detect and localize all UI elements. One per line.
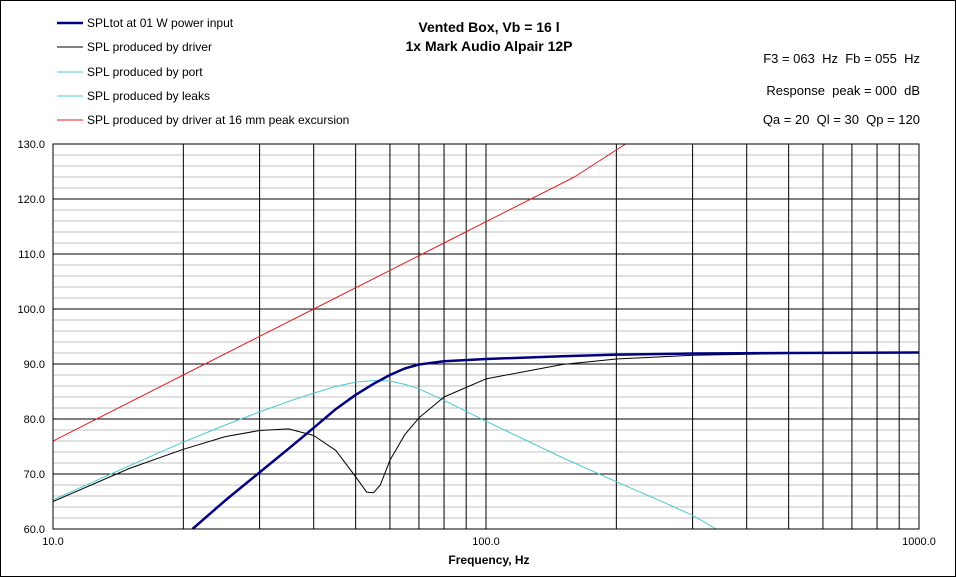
legend-label-leaks: SPL produced by leaks xyxy=(87,89,210,103)
series-layer xyxy=(53,144,919,529)
info-line-response-peak: Response peak = 000 dB xyxy=(766,83,920,98)
y-tick-label: 80.0 xyxy=(24,414,45,426)
chart-title: Vented Box, Vb = 16 l xyxy=(418,19,559,35)
series-line-driver xyxy=(53,352,919,502)
legend-label-port: SPL produced by port xyxy=(87,65,203,79)
grid-major xyxy=(53,144,919,529)
x-tick-labels: 10.0 100.0 1000.0 xyxy=(42,536,936,548)
y-tick-label: 90.0 xyxy=(24,359,45,371)
legend-label-spltot: SPLtot at 01 W power input xyxy=(87,16,234,30)
x-tick-label: 100.0 xyxy=(472,536,500,548)
y-tick-label: 60.0 xyxy=(24,524,45,536)
info-line-q-values: Qa = 20 Ql = 30 Qp = 120 xyxy=(763,112,920,127)
plot-border xyxy=(52,143,920,530)
series-line-excursion xyxy=(53,144,626,442)
legend-label-driver: SPL produced by driver xyxy=(87,40,212,54)
x-tick-label: 10.0 xyxy=(42,536,63,548)
y-tick-label: 70.0 xyxy=(24,469,45,481)
legend-label-excursion: SPL produced by driver at 16 mm peak exc… xyxy=(87,113,349,127)
x-axis-title: Frequency, Hz xyxy=(448,553,529,567)
info-line-f3-fb: F3 = 063 Hz Fb = 055 Hz xyxy=(763,51,920,66)
chart-subtitle: 1x Mark Audio Alpair 12P xyxy=(405,38,572,54)
y-tick-label: 100.0 xyxy=(17,304,45,316)
legend: SPLtot at 01 W power input SPL produced … xyxy=(57,16,349,127)
x-tick-label: 1000.0 xyxy=(902,536,936,548)
series-line-spltot xyxy=(191,351,919,529)
y-tick-label: 110.0 xyxy=(18,249,45,261)
y-tick-label: 120.0 xyxy=(17,194,45,206)
y-tick-label: 130.0 xyxy=(17,139,45,151)
y-tick-labels: 60.0 70.0 80.0 90.0 100.0 110.0 120.0 130.0 xyxy=(17,139,45,536)
